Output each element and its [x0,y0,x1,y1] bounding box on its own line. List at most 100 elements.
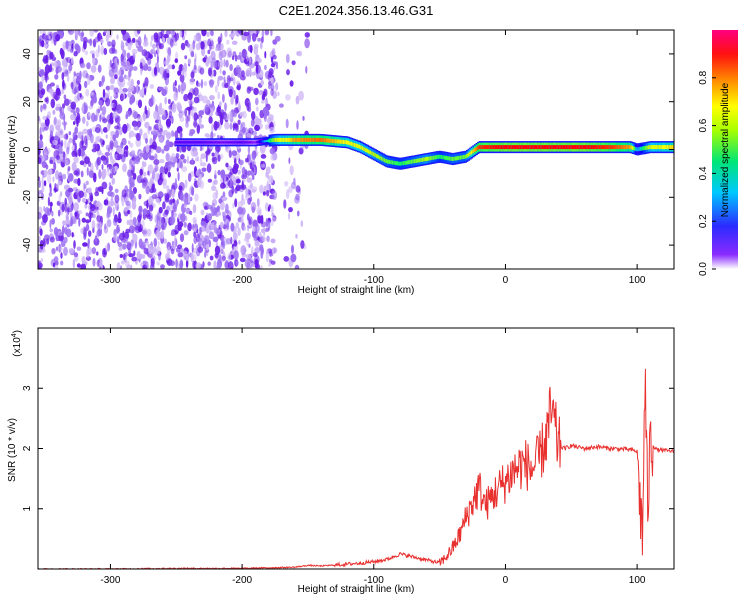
ridge-core [186,141,189,144]
ridge-core [426,156,429,161]
noise-speckle [145,185,150,195]
noise-speckle [260,80,265,86]
ridge-core [424,157,428,162]
ridge-core [320,138,323,142]
noise-speckle [121,189,127,198]
y-tick-label: 2 [22,445,33,451]
noise-speckle [105,134,108,139]
ridge-core [639,146,643,151]
ridge-core [252,141,256,144]
ridge-core [522,145,526,150]
noise-speckle [171,64,175,70]
noise-speckle [233,89,236,100]
noise-speckle [235,222,239,229]
noise-speckle [180,154,185,160]
noise-speckle [81,103,85,114]
noise-speckle [109,84,115,91]
noise-speckle [73,252,79,258]
colorbar-gradient [712,30,738,269]
ridge-core [202,141,205,144]
ridge-core [181,141,184,144]
ridge-core [232,141,235,144]
noise-speckle [262,106,269,115]
noise-speckle [158,86,164,91]
x-tick-label: 100 [629,275,646,286]
ridge-core [345,140,349,145]
ridge-core [568,145,572,150]
noise-speckle [187,58,192,65]
noise-speckle [101,106,107,115]
noise-speckle [114,194,120,204]
noise-speckle [91,148,97,153]
noise-speckle [144,87,147,96]
noise-speckle [145,240,149,247]
ridge-core [537,145,540,150]
noise-speckle [265,253,269,263]
noise-speckle [166,258,173,266]
noise-speckle [202,240,205,247]
noise-speckle [176,146,180,152]
ridge-core [570,145,573,150]
noise-speckle [110,76,115,85]
noise-speckle [148,151,151,160]
noise-speckle [183,93,189,102]
ridge-core [576,145,579,150]
noise-speckle [103,199,109,206]
noise-speckle [148,125,152,131]
ridge-core [451,157,455,161]
noise-speckle [214,252,219,259]
noise-speckle [120,93,124,102]
noise-speckle [170,198,173,206]
noise-speckle [49,236,55,243]
noise-speckle [212,156,218,165]
ridge-core [393,160,396,165]
noise-speckle [270,56,274,64]
ridge-core [189,141,192,144]
noise-speckle [217,154,221,162]
noise-speckle [68,247,75,254]
noise-speckle [246,55,249,62]
noise-speckle [223,218,230,229]
noise-speckle [254,258,259,269]
snr-scale-label: (x104) [11,330,23,357]
ridge-core [579,145,583,150]
noise-speckle [40,104,43,113]
ridge-core [434,155,437,160]
ridge-core [622,145,625,150]
noise-speckle [252,226,257,232]
noise-speckle [195,262,202,269]
noise-speckle [300,240,305,249]
noise-speckle [271,48,276,58]
noise-speckle [205,225,210,234]
ridge-core [661,145,665,150]
noise-speckle [38,179,41,189]
ridge-core [325,138,328,143]
noise-speckle [243,31,250,37]
noise-speckle [233,112,237,118]
ridge-core [486,145,489,150]
noise-speckle [68,137,73,144]
ridge-core [605,145,608,150]
ridge-core [420,158,423,162]
ridge-core [417,158,420,163]
noise-speckle [267,206,270,212]
noise-speckle [122,88,128,93]
ridge-core [263,140,267,143]
ridge-core [631,145,635,150]
ridge-core [454,156,458,161]
noise-speckle [228,111,233,120]
noise-speckle [253,87,259,96]
noise-speckle [177,171,180,182]
noise-speckle [132,172,137,180]
ridge-core [224,141,227,144]
noise-speckle [38,235,41,243]
noise-speckle [242,177,246,183]
ridge-core [246,141,249,144]
noise-speckle [197,237,203,243]
noise-speckle [192,254,197,261]
noise-speckle [198,94,204,102]
noise-speckle [82,116,86,125]
noise-speckle [255,106,259,112]
ridge-core [262,140,265,143]
ridge-core [496,145,499,150]
